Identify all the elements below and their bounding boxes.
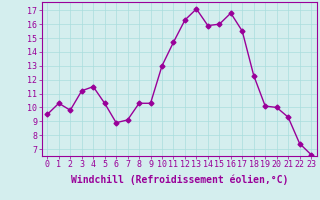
X-axis label: Windchill (Refroidissement éolien,°C): Windchill (Refroidissement éolien,°C) <box>70 175 288 185</box>
